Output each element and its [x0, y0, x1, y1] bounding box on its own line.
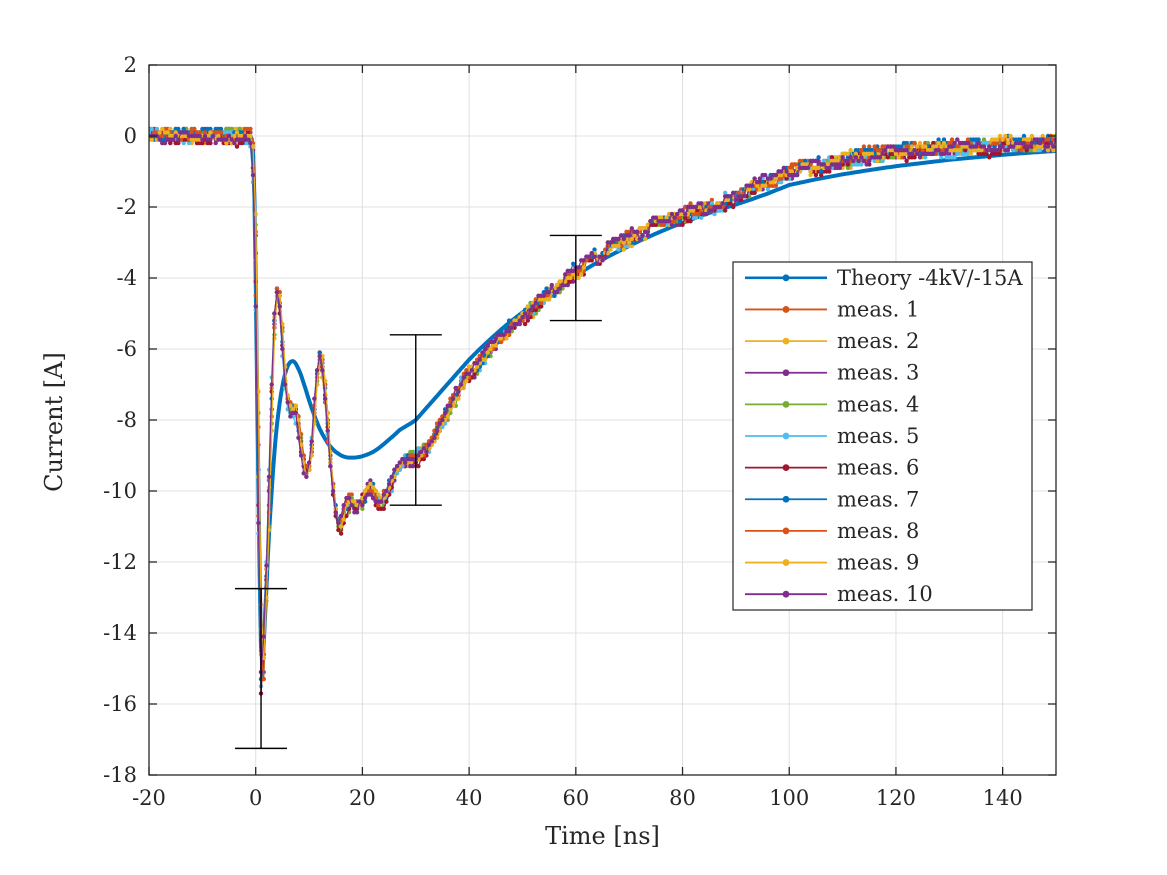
legend-label: meas. 5	[837, 424, 919, 448]
legend-marker-sample	[782, 274, 790, 282]
y-tick-label: -2	[117, 195, 137, 219]
axes-box	[148, 64, 1057, 776]
legend-marker-sample	[782, 590, 790, 598]
legend-label: meas. 7	[837, 487, 919, 511]
y-tick-label: 2	[124, 53, 137, 77]
y-tick-label: -16	[103, 692, 137, 716]
x-tick-label: 60	[562, 786, 589, 810]
legend-marker-sample	[782, 432, 790, 440]
x-tick-label: 0	[249, 786, 262, 810]
legend-entry: meas. 1	[745, 297, 919, 321]
legend-label: meas. 10	[837, 582, 933, 606]
legend: Theory -4kV/-15A meas. 1 meas. 2 meas. 3 mea…	[732, 261, 1033, 611]
legend-entry: meas. 4	[745, 392, 919, 416]
y-tick-label: -6	[117, 337, 137, 361]
tick-labels: -20 0 20 40 60 80 100 120 14020-2-4-6-8-10-12-14…	[103, 53, 1023, 810]
y-tick-label: -12	[103, 550, 137, 574]
x-tick-label: 100	[769, 786, 809, 810]
legend-entry: meas. 2	[745, 329, 919, 353]
x-tick-label: 80	[669, 786, 696, 810]
legend-label: meas. 2	[837, 329, 919, 353]
legend-entry: meas. 8	[745, 519, 919, 543]
error-bars	[235, 234, 602, 750]
legend-entry: Theory -4kV/-15A	[745, 266, 1023, 290]
legend-marker-sample	[782, 306, 790, 313]
legend-entry: meas. 9	[745, 551, 919, 575]
legend-label: meas. 3	[837, 361, 919, 385]
legend-entry: meas. 6	[745, 456, 919, 480]
legend-entry: meas. 3	[745, 361, 919, 385]
legend-marker-sample	[782, 464, 790, 472]
legend-marker-sample	[782, 495, 790, 503]
legend-label: meas. 4	[837, 392, 919, 416]
legend-label: meas. 9	[837, 551, 919, 575]
y-axis-label: Current [A]	[40, 352, 68, 492]
y-tick-label: -14	[103, 621, 137, 645]
x-tick-label: 140	[983, 786, 1023, 810]
legend-entry: meas. 7	[745, 487, 919, 511]
x-tick-label: 20	[349, 786, 376, 810]
x-tick-label: 120	[876, 786, 916, 810]
data-series	[149, 126, 1056, 696]
y-tick-label: -8	[117, 408, 137, 432]
legend-marker-sample	[782, 369, 790, 377]
legend-entry: meas. 10	[745, 582, 933, 606]
legend-label: meas. 8	[837, 519, 919, 543]
legend-label: Theory -4kV/-15A	[837, 266, 1023, 290]
y-tick-label: -4	[117, 266, 137, 290]
x-tick-label: 40	[456, 786, 483, 810]
legend-marker-sample	[782, 527, 790, 535]
x-tick-label: -20	[132, 786, 166, 810]
y-tick-label: -18	[103, 763, 137, 787]
x-axis-label: Time [ns]	[545, 822, 660, 850]
legend-marker-sample	[782, 559, 790, 566]
legend-label: meas. 6	[837, 456, 919, 480]
y-tick-label: -10	[103, 479, 137, 503]
legend-label: meas. 1	[837, 297, 919, 321]
y-tick-label: 0	[124, 124, 137, 148]
legend-marker-sample	[782, 337, 790, 345]
legend-entry: meas. 5	[745, 424, 919, 448]
legend-marker-sample	[782, 400, 790, 408]
